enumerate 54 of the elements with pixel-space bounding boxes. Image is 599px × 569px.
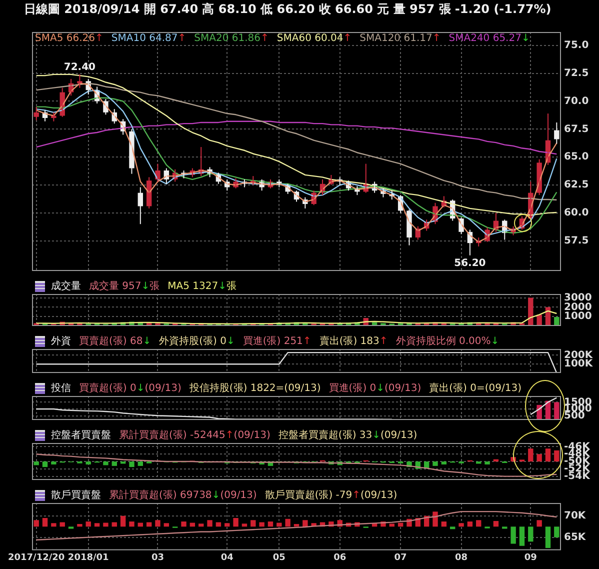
text: SMA20 61.86↑ [194, 33, 269, 44]
text: 買進(張) 0↓(09/13) [328, 383, 422, 394]
text: 累計買賣超(張) -52445↑(09/13) [119, 430, 270, 442]
y-tick-label: 70.0 [564, 96, 589, 107]
text: 投信持股(張) 1822=(09/13) [189, 383, 321, 394]
x-tick-label: 06 [334, 552, 346, 563]
text: SMA5 66.26↑ [35, 33, 104, 44]
annotation: 56.20 [454, 258, 486, 269]
x-tick-label: 08 [455, 552, 468, 563]
chart-title: 成交量 [51, 281, 81, 292]
y-tick-label: 72.5 [564, 68, 589, 79]
y-tick-label: 67.5 [564, 124, 589, 135]
text: SMA120 61.17↑ [360, 33, 441, 44]
x-tick-label: 2018/01 [68, 552, 109, 563]
chart-title: 散戶買賣盤 [51, 490, 101, 502]
y-tick-label: 100K [564, 358, 594, 370]
text: 買賣超(張) 68↓ [79, 336, 152, 348]
text: 成交量 957↓張 [89, 281, 160, 292]
text: 控盤者買賣超(張) 33↓(09/13) [278, 430, 418, 442]
y-tick-label: 70K [564, 510, 587, 522]
text: SMA60 60.04↑ [276, 33, 352, 44]
text: 外資持股比例 0.00%↓ [396, 336, 500, 348]
x-tick-label: 09 [524, 552, 537, 563]
text: 買賣超(張) 0↓(09/13) [79, 383, 182, 394]
x-tick-label: 07 [394, 552, 407, 563]
text: 散戶買賣超(張) -79↑(09/13) [264, 490, 398, 502]
y-tick-label: 62.5 [564, 180, 589, 191]
x-tick-label: 03 [151, 552, 164, 563]
text: 買進(張) 251↑ [242, 336, 312, 348]
y-tick-label: 65K [564, 532, 587, 543]
y-tick-label: 65.0 [564, 152, 589, 163]
chart-title: 日線圖 2018/09/14 開 67.40 高 68.10 低 66.20 收 66.60 元 量 957 張 -1.20 (-1.77%) [23, 1, 552, 18]
x-tick-label: 05 [272, 552, 286, 563]
y-tick-label: 60.0 [564, 208, 589, 219]
y-tick-label: -54K [564, 470, 592, 482]
chart-title: 控盤者買賣盤 [51, 430, 111, 442]
chart-title: 外資 [51, 336, 71, 348]
y-tick-label: 2000 [564, 302, 592, 313]
text: SMA240 65.27↓ [448, 33, 530, 44]
text: 外資持股(張) 0↓ [159, 336, 235, 348]
chart-title: 投信 [51, 383, 71, 394]
annotation: 72.40 [64, 62, 96, 74]
y-tick-label: 3000 [564, 292, 592, 304]
text: SMA10 64.87↑ [111, 33, 186, 44]
x-tick-label: 04 [220, 552, 234, 563]
y-tick-label: 57.5 [564, 235, 589, 246]
text: 累計買賣超(張) 69738↓(09/13) [109, 490, 257, 502]
y-tick-label: 500 [564, 410, 585, 422]
text: 賣出(張) 183↑ [319, 336, 388, 348]
text: MA5 1327↓張 [168, 281, 237, 292]
y-tick-label: 1000 [564, 311, 592, 322]
y-tick-label: 75.0 [564, 40, 589, 51]
text: 賣出(張) 0=(09/13) [429, 383, 522, 394]
x-tick-label: 2017/12/20 [8, 552, 65, 563]
